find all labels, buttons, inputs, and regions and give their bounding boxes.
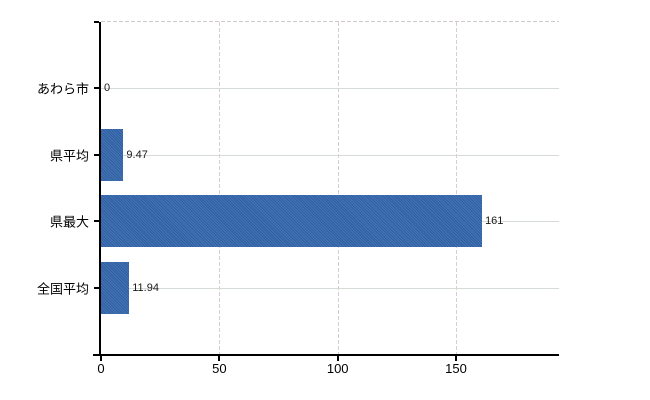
h-gridline	[101, 88, 559, 90]
bar-value-label: 0	[104, 82, 111, 95]
x-tick-label: 150	[445, 361, 467, 376]
plot-top-border	[101, 21, 559, 22]
bar	[101, 128, 124, 181]
y-tick	[94, 153, 99, 156]
y-axis-top-tick	[94, 21, 99, 23]
h-gridline	[101, 287, 559, 289]
x-tick	[336, 356, 339, 361]
x-tick-label: 100	[326, 361, 349, 376]
x-tick	[218, 356, 221, 361]
x-tick-label: 0	[97, 361, 105, 376]
bar-value-label: 9.47	[126, 148, 148, 161]
x-axis-left-extension	[93, 354, 101, 356]
bar	[101, 195, 483, 248]
category-label: 県平均	[49, 148, 89, 164]
y-tick	[94, 286, 99, 289]
category-label: 県最大	[49, 214, 89, 230]
bar-value-label: 11.94	[132, 281, 159, 294]
x-tick	[455, 356, 458, 361]
category-label: あわら市	[36, 81, 89, 97]
v-gridline	[456, 22, 458, 354]
x-tick	[100, 356, 102, 361]
y-tick	[94, 87, 99, 90]
x-tick-label: 50	[212, 361, 227, 376]
category-label: 全国平均	[36, 281, 89, 297]
bar-value-label: 161	[485, 215, 504, 228]
bar	[101, 261, 130, 314]
v-gridline	[219, 22, 221, 354]
v-gridline	[337, 22, 339, 354]
h-gridline	[101, 154, 559, 156]
plot-area: 0 50 100 150 あわら市 0 県平均 9.47 県最大 161 全国平均 11.94	[37, 21, 559, 376]
y-tick	[94, 220, 99, 223]
